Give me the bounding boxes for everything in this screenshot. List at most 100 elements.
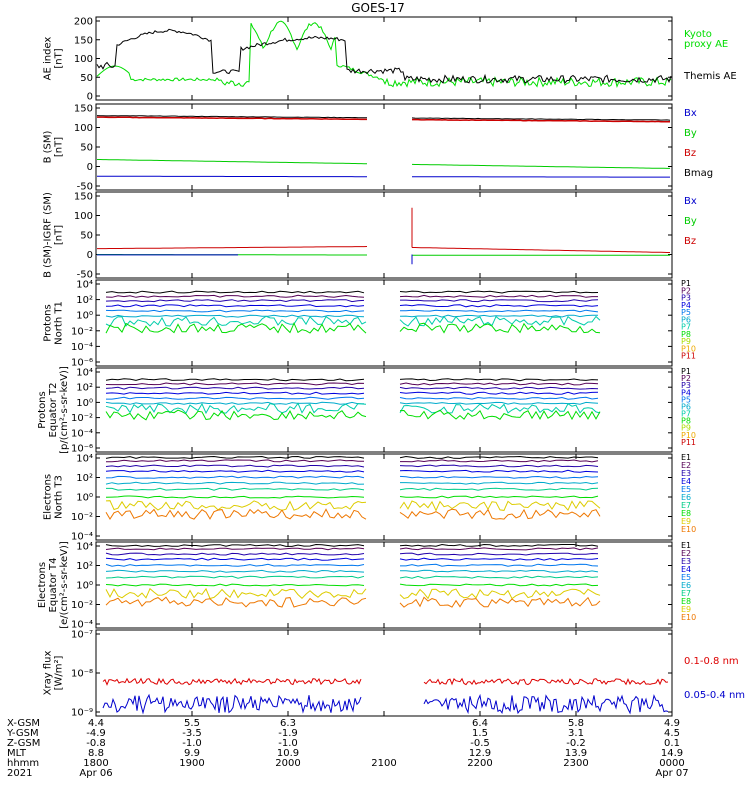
- channel-legend: P1: [681, 279, 691, 288]
- channel-series: [399, 575, 599, 579]
- channel-series: [399, 552, 599, 556]
- channel-legend: P4: [681, 301, 691, 310]
- channel-legend: E4: [681, 565, 691, 574]
- channel-legend: E8: [681, 597, 691, 606]
- channel-series: [400, 481, 599, 485]
- channel-legend: P8: [681, 330, 691, 339]
- channel-series: [105, 401, 365, 405]
- y-axis-label: Xray flux: [43, 651, 54, 696]
- channel-series: [399, 403, 601, 414]
- channel-legend: P5: [681, 395, 691, 404]
- orbit-value: 1.5: [472, 728, 488, 739]
- orbit-value: 4.4: [88, 718, 104, 729]
- channel-series: [399, 294, 598, 298]
- channel-legend: E2: [681, 461, 691, 470]
- series-xray-long: [102, 677, 362, 686]
- legend-entry: Bx: [684, 196, 697, 207]
- orbit-row-label: hhmm: [7, 758, 39, 769]
- channel-series: [105, 391, 365, 395]
- legend-entry: 0.1-0.8 nm: [684, 656, 739, 667]
- series-kyoto-ae: [96, 20, 672, 88]
- channel-series: [399, 543, 599, 547]
- channel-legend: P7: [681, 410, 691, 419]
- channel-series: [399, 588, 601, 600]
- y-tick-label: 10⁻²: [71, 600, 93, 611]
- y-axis-label: [nT]: [54, 48, 65, 68]
- channel-series: [399, 487, 599, 491]
- orbit-value: -4.9: [86, 728, 106, 739]
- legend-entry: By: [684, 216, 697, 227]
- y-tick-label: 10⁰: [76, 581, 93, 592]
- y-tick-label: 10⁻⁹: [71, 708, 93, 719]
- series-bz-igrf: [412, 247, 670, 253]
- channel-series: [105, 464, 365, 468]
- panel-pt2: 10⁴ 10² 10⁰ 10⁻² 10⁻⁴ 10⁻⁶ Protons Equator T2 [p…: [37, 366, 696, 454]
- orbit-value: 1800: [83, 758, 108, 769]
- orbit-value: Apr 06: [79, 768, 112, 779]
- y-tick-label: 10²: [76, 561, 93, 572]
- panel-frame: [95, 191, 673, 279]
- legend-entry: proxy AE: [684, 39, 728, 50]
- channel-legend: P1: [681, 367, 691, 376]
- channel-legend: E9: [681, 517, 691, 526]
- y-axis-label: Protons: [43, 304, 54, 341]
- orbit-table: X-GSM 4.4 5.5 6.3 6.4 5.8 4.9 Y-GSM -4.9 -3.5 -1.9…: [6, 718, 689, 779]
- y-axis-label: [nT]: [54, 137, 65, 157]
- y-tick-label: 150: [74, 192, 93, 203]
- y-axis-label: [p/(cm²-s-sr-keV)]: [59, 366, 70, 454]
- channel-series: [105, 304, 365, 308]
- orbit-value: 9.9: [184, 748, 200, 759]
- channel-series: [105, 583, 365, 587]
- y-axis-label: Electrons: [37, 562, 48, 608]
- channel-series: [399, 290, 599, 294]
- channel-series: [105, 575, 365, 579]
- orbit-row-label: Y-GSM: [6, 728, 39, 739]
- channel-series: [105, 500, 367, 511]
- channel-series: [105, 459, 364, 463]
- y-tick-label: 10⁴: [76, 280, 93, 291]
- channel-legend: E9: [681, 605, 691, 614]
- channel-series: [105, 552, 365, 556]
- channel-legend: E6: [681, 493, 691, 502]
- channel-series: [399, 409, 601, 421]
- channel-series: [400, 299, 599, 303]
- y-axis-label: North T3: [54, 475, 65, 519]
- y-axis-label: North T1: [54, 301, 65, 345]
- panel-frame: [95, 16, 673, 101]
- channel-series: [105, 469, 365, 473]
- channel-series: [105, 596, 367, 608]
- series-themis-ae: [96, 28, 672, 84]
- legend-entry: Bz: [684, 236, 696, 247]
- y-tick-label: 0: [87, 92, 93, 103]
- y-tick-label: 200: [74, 17, 93, 28]
- y-tick-label: 10²: [76, 473, 93, 484]
- orbit-value: 2200: [467, 758, 492, 769]
- channel-legend: E2: [681, 549, 691, 558]
- y-axis-label: AE index: [43, 37, 54, 81]
- y-tick-label: 100: [74, 123, 93, 134]
- y-tick-label: 10⁰: [76, 398, 93, 409]
- channel-series: [106, 487, 365, 491]
- series-xray-long: [423, 677, 669, 686]
- y-tick-label: 10⁻²: [71, 512, 93, 523]
- channel-series: [399, 309, 599, 313]
- channel-series: [399, 475, 599, 479]
- orbit-value: 13.9: [565, 748, 587, 759]
- channel-legend: P9: [681, 337, 691, 346]
- channel-series: [399, 378, 599, 382]
- channel-legend: E4: [681, 477, 691, 486]
- channel-legend: E1: [681, 453, 691, 462]
- orbit-value: 0.1: [664, 738, 680, 749]
- orbit-value: 0000: [659, 758, 684, 769]
- y-tick-label: 100: [74, 211, 93, 222]
- y-tick-label: 150: [74, 104, 93, 115]
- orbit-value: 1900: [179, 758, 204, 769]
- channel-series: [399, 569, 599, 573]
- orbit-value: 3.1: [568, 728, 584, 739]
- channel-series: [400, 563, 599, 567]
- channel-series: [399, 464, 599, 468]
- orbit-value: -1.0: [182, 738, 202, 749]
- y-axis-label: Equator T4: [48, 558, 59, 613]
- channel-legend: E7: [681, 589, 691, 598]
